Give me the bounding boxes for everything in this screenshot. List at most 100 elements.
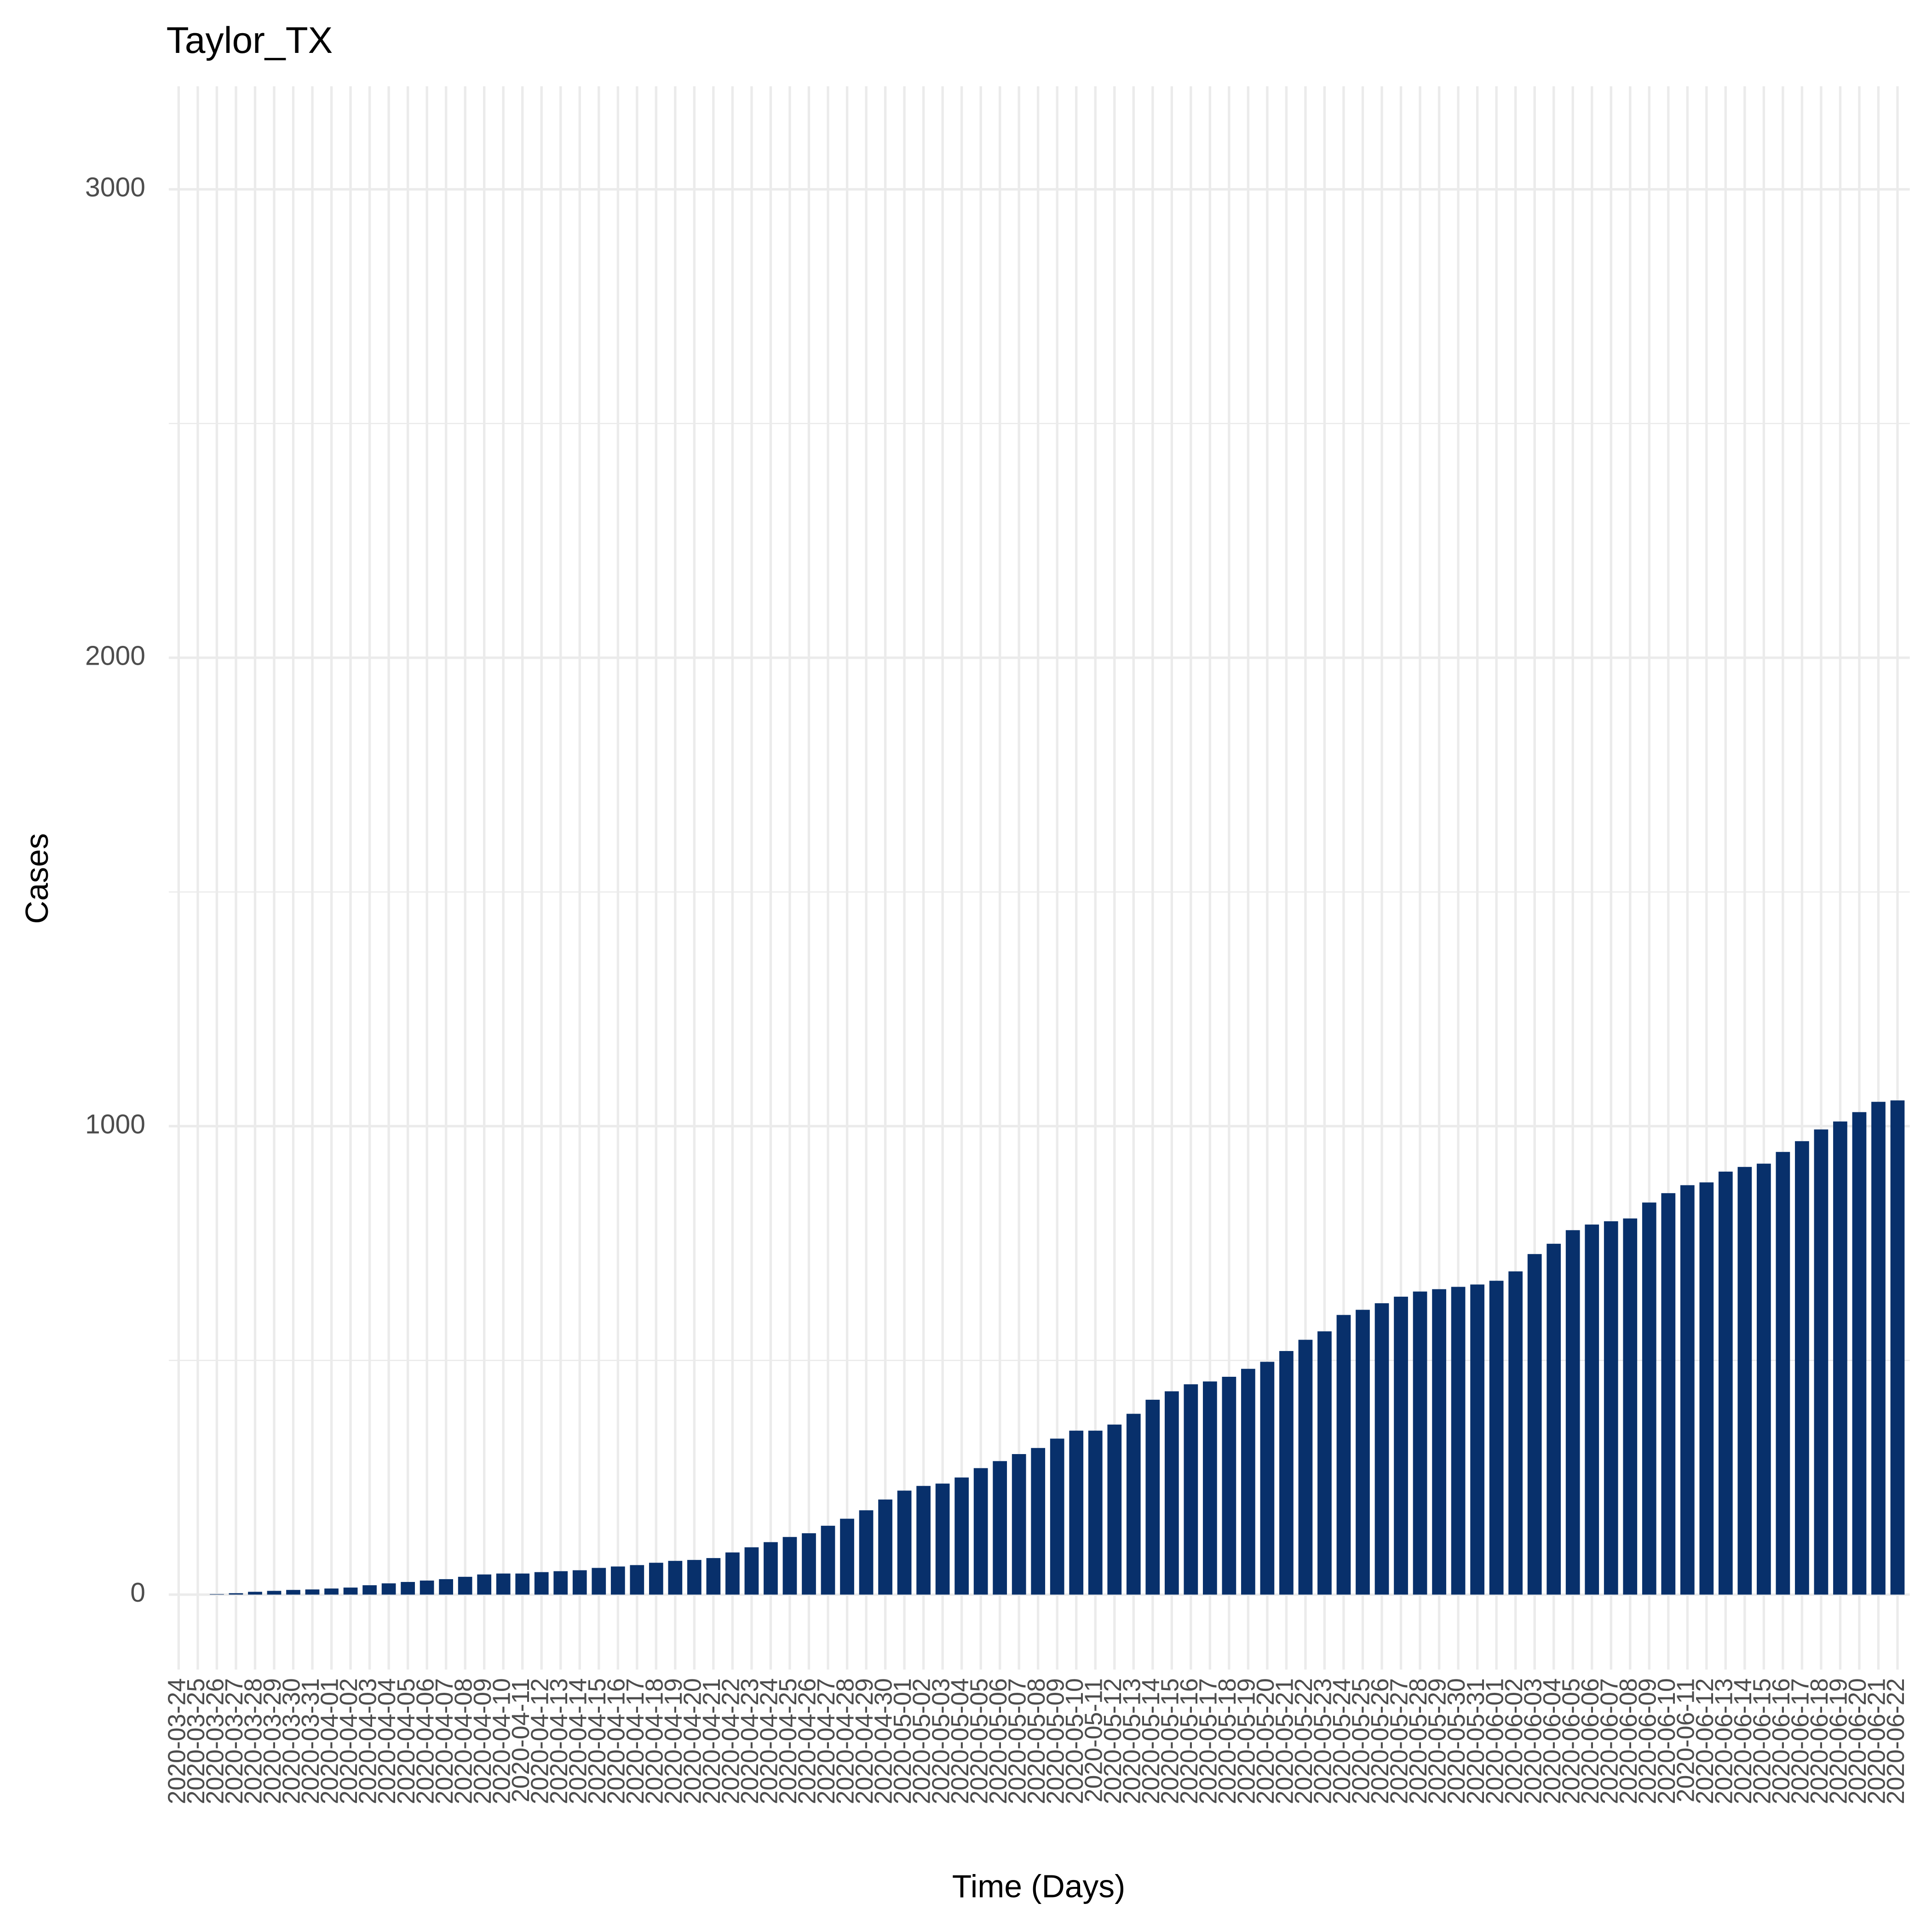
- x-tick-label: 2020-04-13: [546, 1678, 573, 1804]
- x-tick-label: 2020-04-30: [870, 1678, 897, 1804]
- bar: [1852, 1112, 1867, 1595]
- bar: [1470, 1284, 1484, 1595]
- bar: [324, 1588, 339, 1595]
- x-tick-label: 2020-04-02: [335, 1678, 362, 1804]
- bar: [706, 1558, 721, 1595]
- x-tick-label: 2020-05-05: [966, 1678, 993, 1804]
- x-tick-label: 2020-06-09: [1634, 1678, 1661, 1804]
- bar: [916, 1486, 931, 1595]
- x-tick-label: 2020-05-11: [1080, 1678, 1107, 1802]
- bar: [1145, 1399, 1160, 1595]
- x-tick-label: 2020-04-27: [813, 1678, 840, 1804]
- bar: [1184, 1384, 1198, 1595]
- x-tick-label: 2020-06-21: [1863, 1678, 1891, 1804]
- bar: [1871, 1102, 1886, 1595]
- bar: [1718, 1171, 1733, 1595]
- bar: [1394, 1296, 1408, 1595]
- x-tick-label: 2020-05-15: [1156, 1678, 1184, 1804]
- bar: [362, 1585, 377, 1595]
- bar: [821, 1525, 835, 1595]
- x-tick-label: 2020-05-10: [1061, 1678, 1088, 1804]
- x-tick-label: 2020-05-04: [947, 1678, 974, 1804]
- bar: [1050, 1438, 1064, 1595]
- x-tick-label: 2020-04-16: [603, 1678, 630, 1804]
- x-tick-label: 2020-05-13: [1118, 1678, 1145, 1804]
- x-tick-label: 2020-03-31: [297, 1678, 324, 1804]
- x-tick-label: 2020-04-12: [526, 1678, 553, 1804]
- bar: [725, 1552, 740, 1595]
- bar: [1336, 1315, 1351, 1595]
- x-tick-label: 2020-03-28: [240, 1678, 267, 1804]
- x-tick-label: 2020-04-21: [698, 1678, 725, 1804]
- bar: [1642, 1202, 1656, 1595]
- x-tick-label: 2020-05-07: [1004, 1678, 1031, 1804]
- x-tick-label: 2020-04-18: [641, 1678, 668, 1804]
- x-tick-label: 2020-05-30: [1443, 1678, 1470, 1804]
- x-tick-label: 2020-06-11: [1672, 1678, 1699, 1802]
- bar: [1795, 1141, 1809, 1595]
- bar: [1031, 1448, 1046, 1595]
- bar: [1432, 1289, 1446, 1595]
- bar: [935, 1484, 950, 1595]
- x-tick-label: 2020-06-18: [1806, 1678, 1833, 1804]
- x-axis-label: Time (Days): [952, 1869, 1125, 1904]
- y-tick-label: 1000: [85, 1110, 145, 1139]
- bar: [764, 1542, 778, 1595]
- bar: [1069, 1431, 1084, 1595]
- bar: [1814, 1129, 1828, 1595]
- x-tick-label: 2020-05-16: [1176, 1678, 1203, 1804]
- bar: [553, 1571, 568, 1595]
- bar: [973, 1468, 988, 1595]
- bar: [210, 1594, 224, 1595]
- bar: [477, 1574, 492, 1595]
- bar: [1585, 1225, 1599, 1595]
- x-tick-label: 2020-05-22: [1290, 1678, 1317, 1804]
- x-tick-label: 2020-04-17: [622, 1678, 649, 1804]
- x-tick-label: 2020-04-05: [393, 1678, 420, 1804]
- x-tick-label: 2020-05-25: [1348, 1678, 1375, 1804]
- bar: [1776, 1152, 1790, 1595]
- x-tick-label: 2020-04-10: [488, 1678, 515, 1804]
- x-tick-label: 2020-06-01: [1481, 1678, 1508, 1804]
- x-tick-label: 2020-06-02: [1501, 1678, 1528, 1804]
- bar: [420, 1580, 434, 1595]
- x-tick-label: 2020-04-07: [431, 1678, 458, 1804]
- x-tick-label: 2020-04-28: [832, 1678, 859, 1804]
- x-tick-label: 2020-04-08: [450, 1678, 477, 1804]
- bar: [1241, 1368, 1255, 1595]
- x-tick-label: 2020-04-19: [660, 1678, 687, 1804]
- bar: [840, 1518, 854, 1595]
- bar: [993, 1461, 1007, 1595]
- bar: [1451, 1287, 1466, 1595]
- x-tick-label: 2020-04-24: [756, 1678, 783, 1804]
- x-tick-label: 2020-06-07: [1596, 1678, 1623, 1804]
- x-tick-label: 2020-04-25: [775, 1678, 802, 1804]
- x-tick-label: 2020-04-20: [679, 1678, 707, 1804]
- bar: [458, 1576, 472, 1595]
- bar: [1107, 1424, 1122, 1595]
- x-tick-label: 2020-04-23: [736, 1678, 764, 1804]
- x-tick-label: 2020-05-06: [985, 1678, 1012, 1804]
- x-tick-label: 2020-04-01: [316, 1678, 344, 1804]
- bar: [592, 1568, 606, 1595]
- bar: [534, 1572, 549, 1595]
- x-tick-label: 2020-06-05: [1558, 1678, 1585, 1804]
- x-tick-label: 2020-05-09: [1042, 1678, 1069, 1804]
- bar: [610, 1566, 625, 1595]
- bar: [1222, 1377, 1236, 1595]
- y-tick-label: 0: [130, 1578, 145, 1608]
- bar: [630, 1565, 644, 1595]
- x-tick-label: 2020-05-20: [1252, 1678, 1279, 1804]
- bars: [210, 1100, 1905, 1595]
- chart-title: Taylor_TX: [167, 20, 333, 61]
- bar: [782, 1537, 797, 1595]
- x-tick-label: 2020-03-27: [221, 1678, 248, 1804]
- x-tick-label: 2020-06-12: [1691, 1678, 1719, 1804]
- bar: [1604, 1221, 1618, 1595]
- x-tick-label: 2020-05-19: [1233, 1678, 1260, 1804]
- bar: [305, 1589, 320, 1595]
- x-tick-label: 2020-05-18: [1214, 1678, 1241, 1804]
- x-tick-label: 2020-05-17: [1195, 1678, 1222, 1804]
